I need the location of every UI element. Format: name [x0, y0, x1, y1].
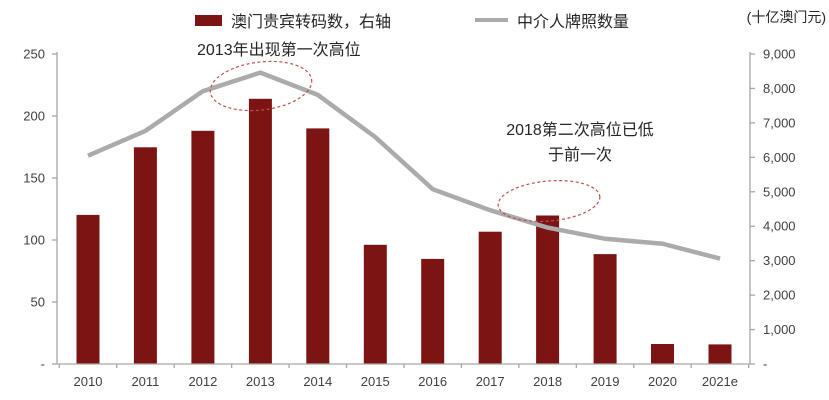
- bar-2011: [133, 147, 157, 364]
- left-axis-tick-label: 100: [23, 233, 45, 248]
- bar-series: [76, 98, 732, 365]
- line-swatch-icon: [475, 18, 508, 22]
- license-count-line: [87, 70, 721, 261]
- annotation-2018-peak-line1: 2018第二次高位已低: [506, 122, 654, 139]
- x-axis-year-label: 2011: [131, 374, 159, 389]
- legend-label-licenses: 中介人牌照数量: [517, 14, 630, 31]
- axes: [52, 52, 755, 368]
- legend-item-vip-rolling: 澳门贵宾转码数，右轴: [195, 8, 391, 32]
- x-axis-year-label: 2018: [533, 374, 562, 389]
- left-axis-tick-label: 150: [23, 171, 45, 186]
- highlight-ellipse-2018: [497, 179, 601, 223]
- bar-2015: [363, 244, 387, 364]
- x-axis-year-label: 2021e: [702, 374, 738, 389]
- bar-2010: [76, 214, 100, 364]
- x-axis-year-label: 2017: [476, 374, 505, 389]
- right-axis-tick-label: 5,000: [763, 184, 796, 199]
- bar-2020: [651, 344, 674, 364]
- bar-2017: [478, 231, 502, 364]
- bar-2018: [536, 215, 560, 364]
- x-axis-year-label: 2020: [648, 374, 677, 389]
- right-axis-tick-label: 1,000: [763, 322, 796, 337]
- legend-label-vip-rolling: 澳门贵宾转码数，右轴: [231, 14, 392, 31]
- x-axis-year-label: 2015: [361, 374, 390, 389]
- annotation-2018-peak-line2: 于前一次: [547, 147, 612, 164]
- x-axis-year-label: 2012: [188, 374, 217, 389]
- left-axis-tick-label: 50: [31, 295, 45, 310]
- right-axis-tick-label: -: [763, 357, 767, 372]
- bar-2019: [593, 254, 617, 364]
- x-axis-year-label: 2013: [246, 374, 275, 389]
- highlight-ellipse-2013: [209, 60, 313, 112]
- bar-2012: [191, 130, 215, 364]
- right-axis-tick-label: 3,000: [763, 253, 796, 268]
- x-axis-year-label: 2010: [74, 374, 103, 389]
- legend-item-licenses: 中介人牌照数量: [475, 8, 629, 32]
- right-axis-unit-label: (十亿澳门元): [746, 9, 826, 25]
- right-axis-tick-label: 2,000: [763, 288, 796, 303]
- axis-labels: - 50 100 150 200 250 - 1,000 2,000 3,000 4,000 5,00…: [23, 47, 795, 390]
- x-axis-year-label: 2019: [591, 374, 620, 389]
- annotation-2013-peak: 2013年出现第一次高位: [197, 42, 361, 59]
- left-axis-tick-label: 200: [23, 109, 45, 124]
- right-axis-tick-label: 6,000: [763, 150, 796, 165]
- bar-2013: [248, 98, 272, 365]
- annotation-2018-peak: 2018第二次高位已低 于前一次: [498, 118, 662, 168]
- right-axis-tick-label: 4,000: [763, 219, 796, 234]
- bar-2014: [306, 128, 330, 364]
- bar-2016: [421, 258, 445, 364]
- left-axis-tick-label: -: [41, 357, 45, 372]
- x-axis-year-label: 2014: [303, 374, 332, 389]
- right-axis-tick-label: 7,000: [763, 115, 796, 130]
- right-axis-tick-label: 8,000: [763, 81, 796, 96]
- right-axis-tick-label: 9,000: [763, 47, 796, 62]
- x-axis-year-label: 2016: [418, 374, 447, 389]
- left-axis-tick-label: 250: [23, 47, 45, 62]
- bar-swatch-icon: [195, 14, 222, 26]
- legend: 澳门贵宾转码数，右轴 中介人牌照数量: [0, 0, 829, 34]
- bar-2021e: [708, 344, 732, 364]
